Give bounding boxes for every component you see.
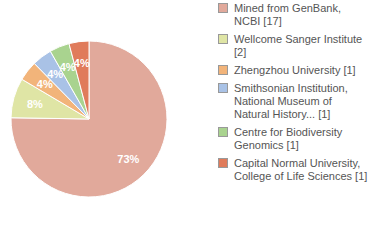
html-text:Wellcome Sanger Institute [2]: Wellcome Sanger Institute [2] [234,33,363,58]
html-text:Mined from GenBank, NCBI [17]: Mined from GenBank, NCBI [17] [234,2,341,27]
html-text:Centre for Biodiversity Genomi: Centre for Biodiversity Genomics [1] [234,126,343,151]
svg-text:73%: 73% [117,153,139,165]
svg-text:4%: 4% [74,57,90,69]
svg-text:4%: 4% [36,78,53,91]
svg-text:4%: 4% [47,68,64,81]
svg-text:4%: 4% [59,61,76,73]
html-text:Capital Normal University, Col: Capital Normal University, College of Li… [234,157,368,182]
html-text:Smithsonian Institution, Natio: Smithsonian Institution, National Museum… [234,82,348,120]
html-text:Zhengzhou University [1]: Zhengzhou University [1] [234,64,356,76]
svg-text:8%: 8% [27,98,43,110]
